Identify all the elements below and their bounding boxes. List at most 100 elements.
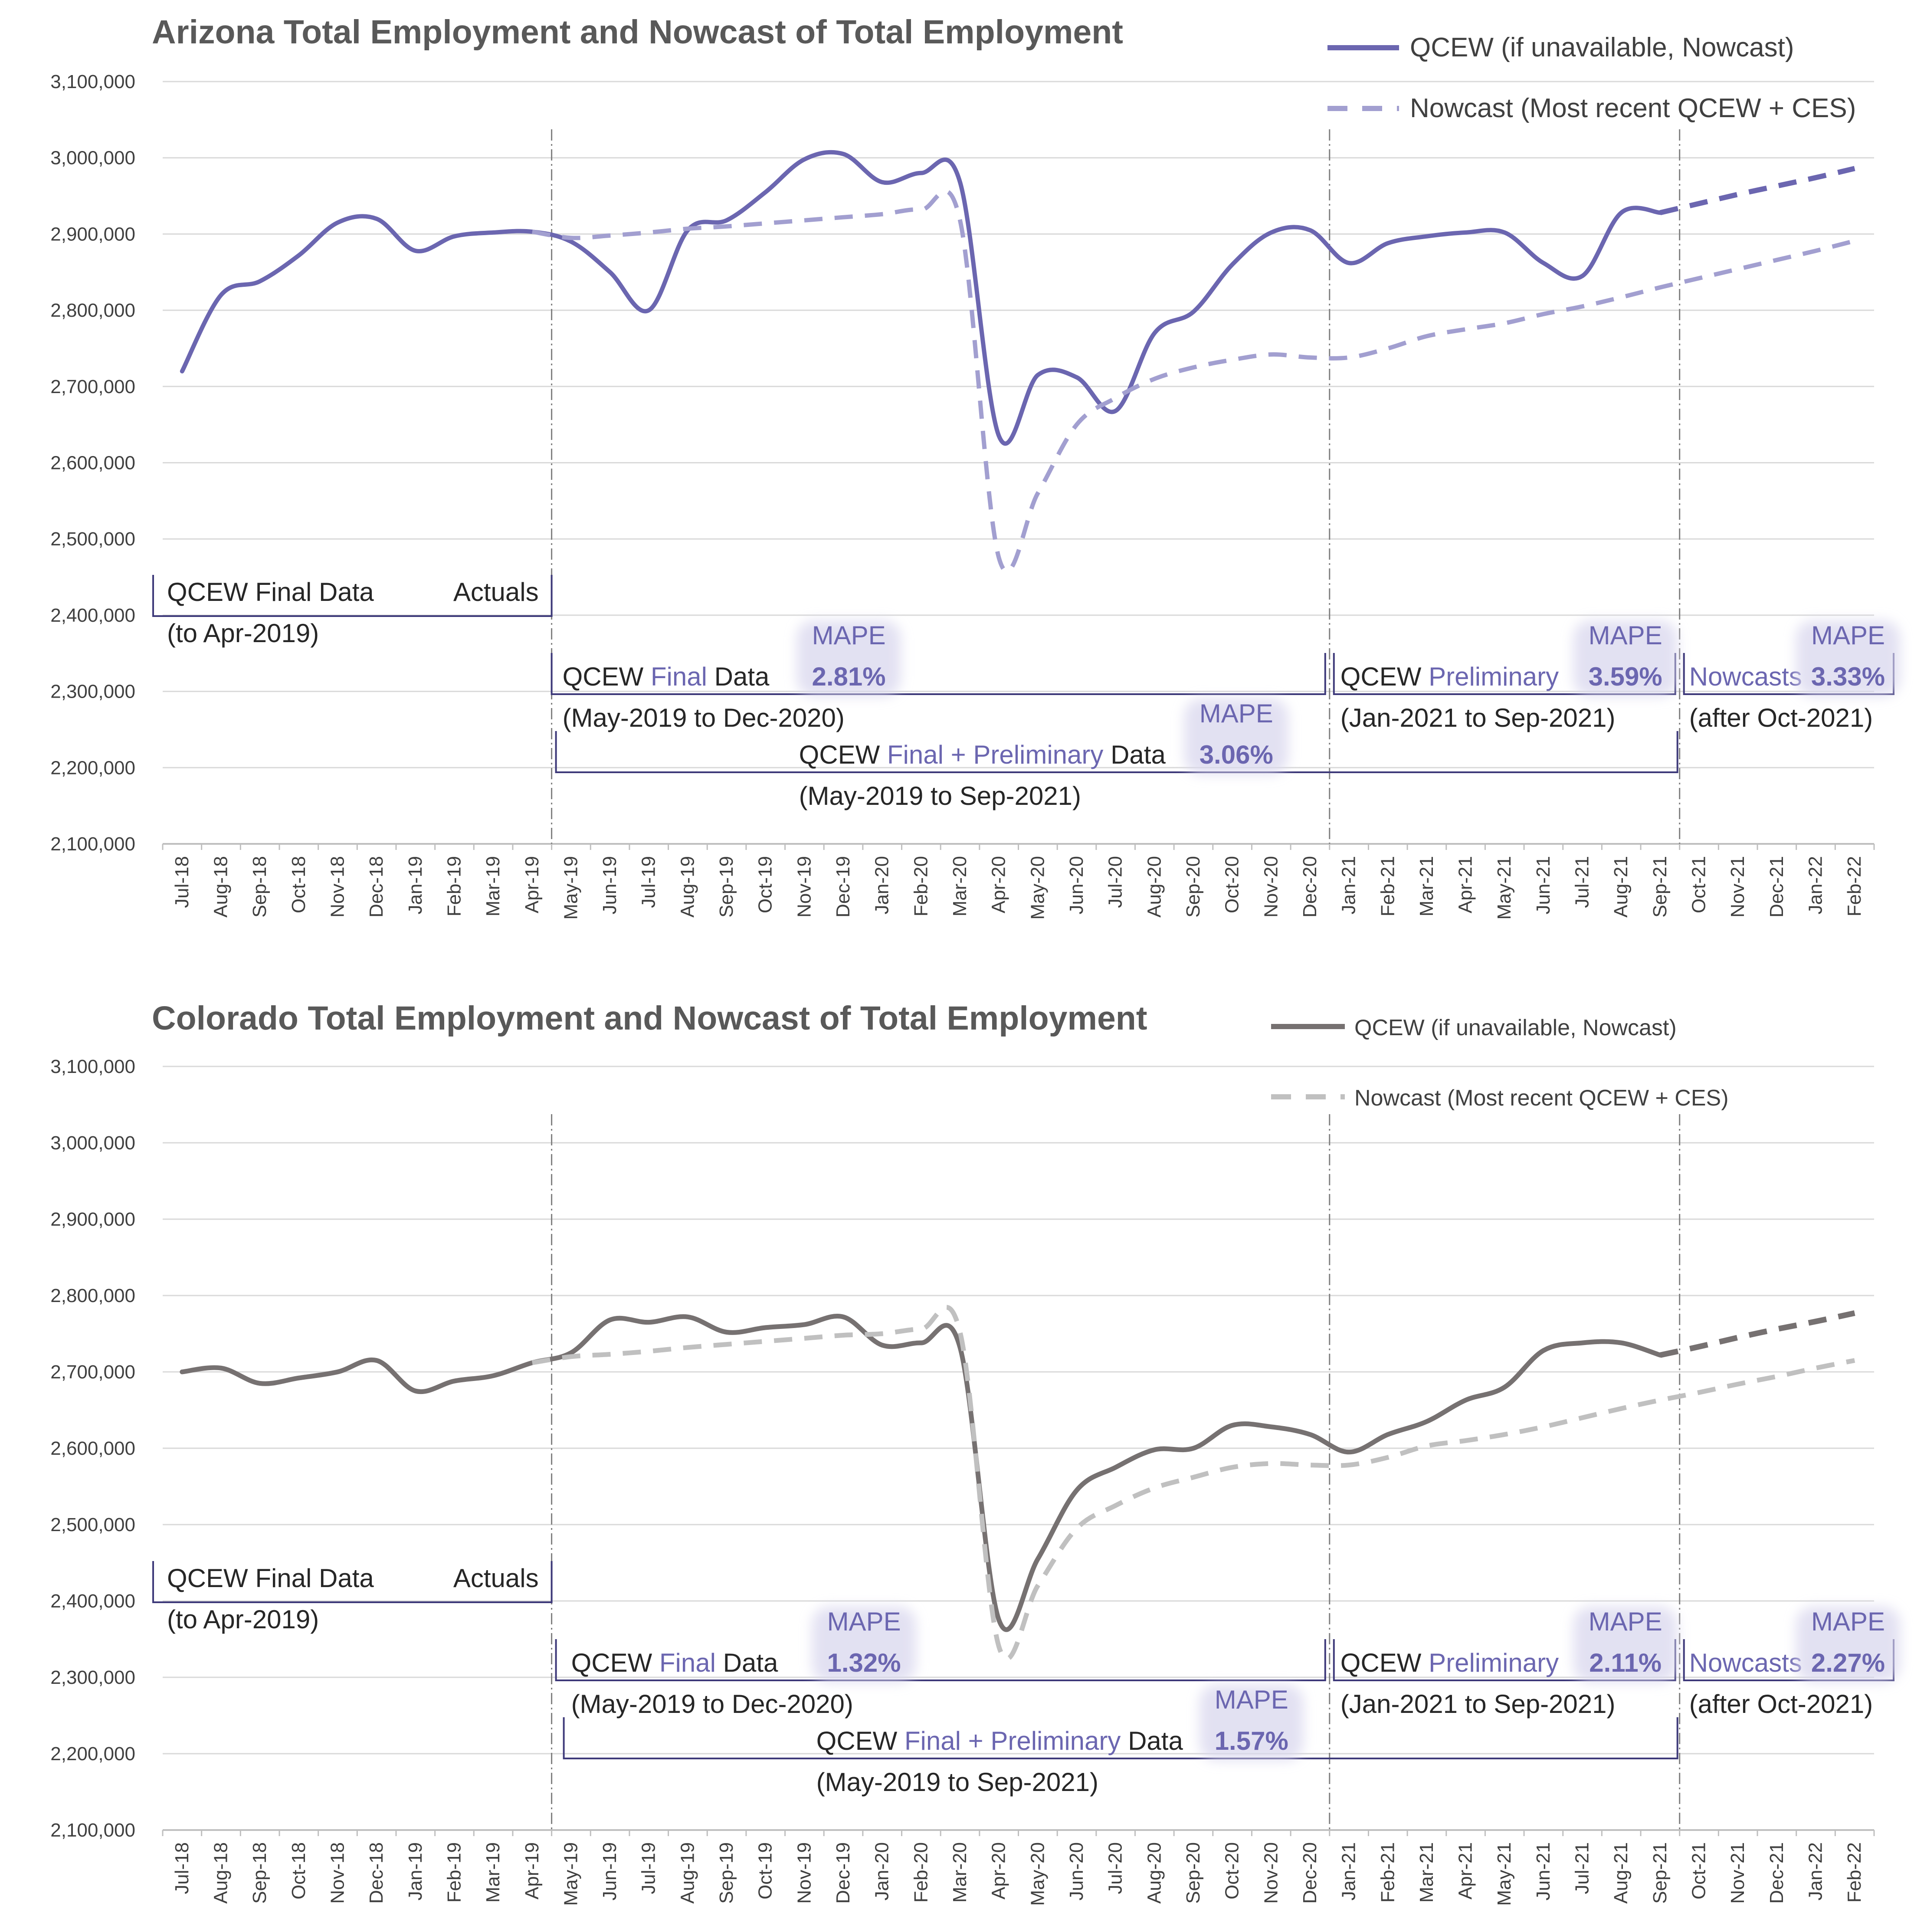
x-tick-label: Oct-20	[1222, 1842, 1243, 1899]
x-tick-label: May-19	[560, 856, 581, 920]
x-tick-label: Apr-19	[521, 856, 543, 913]
prelim-mape-label: MAPE	[1589, 621, 1662, 650]
arizona-chart: 2,100,000 2,200,000 2,300,000 2,400,000 2,50…	[50, 13, 1900, 920]
x-tick-label: Mar-19	[482, 1842, 504, 1902]
x-tick-label: Mar-20	[949, 856, 970, 916]
x-tick-label: Oct-19	[755, 856, 776, 913]
nowcast-label: Nowcasts	[1689, 1648, 1802, 1677]
x-tick-label: Aug-18	[210, 856, 231, 918]
combined-bracket	[563, 1717, 1678, 1759]
x-tick-label: Oct-20	[1222, 856, 1243, 913]
x-tick-label: Jun-19	[599, 856, 620, 915]
x-tick-label: Sep-21	[1649, 856, 1671, 918]
x-tick-label: Mar-20	[949, 1842, 970, 1902]
y-tick-label: 2,200,000	[50, 1743, 135, 1765]
y-tick-label: 2,400,000	[50, 1591, 135, 1612]
x-tick-label: Sep-19	[716, 1842, 737, 1904]
x-tick-label: Jun-20	[1066, 856, 1087, 915]
final-mape-label: MAPE	[812, 621, 886, 650]
y-tick-label: 2,700,000	[50, 1361, 135, 1383]
prelim-label: QCEW Preliminary	[1340, 662, 1559, 691]
combined-mape-highlight	[1184, 699, 1288, 774]
final-range: (May-2019 to Dec-2020)	[563, 703, 845, 732]
x-tick-label: Oct-19	[755, 1842, 776, 1899]
x-tick-label: Mar-21	[1416, 856, 1437, 916]
legend-label-nowcast: Nowcast (Most recent QCEW + CES)	[1410, 93, 1856, 123]
x-tick-label: Jan-21	[1338, 1842, 1360, 1901]
final-label: QCEW Final Data	[571, 1648, 778, 1677]
actuals-tag: Actuals	[453, 577, 539, 607]
chart-title: Arizona Total Employment and Nowcast of …	[152, 13, 1123, 51]
combined-mape-label: MAPE	[1200, 699, 1273, 728]
nowcast-range: (after Oct-2021)	[1689, 703, 1873, 732]
final-label-part: Final	[659, 1648, 716, 1677]
x-tick-label: Aug-19	[677, 856, 698, 918]
x-tick-label: Jun-19	[599, 1842, 620, 1901]
combined-range: (May-2019 to Sep-2021)	[816, 1768, 1098, 1797]
x-tick-label: Sep-20	[1183, 856, 1204, 918]
x-tick-label: Jan-20	[872, 1842, 893, 1901]
x-tick-label: Mar-21	[1416, 1842, 1437, 1902]
final-mape-value: 2.81%	[812, 662, 886, 691]
x-tick-label: Feb-21	[1377, 1842, 1398, 1902]
x-tick-label: Apr-19	[521, 1842, 543, 1899]
x-tick-label: Dec-20	[1299, 856, 1321, 918]
combined-mape-value: 3.06%	[1200, 740, 1273, 769]
nowcast-line	[531, 1305, 1855, 1661]
final-label-part: QCEW	[563, 662, 651, 691]
nowcast-label: Nowcasts	[1689, 662, 1802, 691]
nowcast-line	[531, 189, 1855, 574]
y-tick-label: 3,000,000	[50, 1132, 135, 1154]
nowcast-mape-label: MAPE	[1811, 1607, 1885, 1636]
prelim-mape-label: MAPE	[1589, 1607, 1662, 1636]
combined-label-part: Final + Preliminary	[887, 740, 1103, 769]
nowcast-mape-value: 3.33%	[1811, 662, 1885, 691]
x-tick-label: Nov-18	[327, 856, 348, 918]
x-tick-label: Jan-22	[1805, 1842, 1826, 1901]
combined-mape-value: 1.57%	[1215, 1726, 1288, 1755]
x-tick-label: Apr-20	[988, 1842, 1009, 1899]
y-tick-label: 2,900,000	[50, 1209, 135, 1230]
x-tick-label: Jun-21	[1533, 1842, 1554, 1901]
x-tick-label: Jul-20	[1105, 1842, 1126, 1894]
x-tick-label: Feb-20	[910, 1842, 931, 1902]
x-tick-label: Jan-19	[405, 856, 426, 915]
x-tick-label: Jul-18	[171, 856, 193, 908]
final-mape-highlight	[796, 620, 901, 696]
y-tick-label: 2,200,000	[50, 757, 135, 778]
combined-label: QCEW Final + Preliminary Data	[799, 740, 1166, 769]
y-tick-label: 2,800,000	[50, 300, 135, 321]
legend-label-nowcast: Nowcast (Most recent QCEW + CES)	[1354, 1086, 1729, 1111]
y-tick-label: 2,800,000	[50, 1285, 135, 1306]
x-tick-label: Nov-19	[793, 856, 815, 918]
x-tick-label: Feb-21	[1377, 856, 1398, 916]
x-tick-label: Jun-21	[1533, 856, 1554, 915]
x-tick-label: May-19	[560, 1842, 581, 1906]
x-tick-label: Jul-21	[1572, 856, 1593, 908]
qcew-nowcast-extension-line	[1659, 166, 1855, 216]
combined-label-part: QCEW	[799, 740, 887, 769]
actuals-label: QCEW Final Data	[167, 577, 374, 607]
y-tick-label: 3,000,000	[50, 148, 135, 169]
prelim-label-part: Preliminary	[1429, 1648, 1559, 1677]
y-tick-label: 2,700,000	[50, 376, 135, 397]
x-tick-label: Oct-18	[288, 856, 309, 913]
x-tick-label: Feb-22	[1844, 856, 1865, 916]
combined-label-part: QCEW	[816, 1726, 905, 1755]
x-tick-label: Feb-22	[1844, 1842, 1865, 1902]
chart-title: Colorado Total Employment and Nowcast of…	[152, 1000, 1147, 1037]
final-label: QCEW Final Data	[563, 662, 770, 691]
final-bracket	[551, 653, 1326, 695]
y-tick-label: 2,500,000	[50, 1514, 135, 1535]
final-mape-label: MAPE	[827, 1607, 901, 1636]
actuals-bracket	[152, 1561, 553, 1603]
qcew-line	[180, 150, 1662, 446]
x-tick-label: Aug-19	[677, 1842, 698, 1904]
x-tick-label: Sep-18	[249, 1842, 270, 1904]
x-tick-label: Apr-21	[1455, 1842, 1476, 1899]
y-tick-label: 2,300,000	[50, 1667, 135, 1688]
x-tick-label: May-21	[1494, 856, 1515, 920]
x-tick-label: Nov-19	[793, 1842, 815, 1904]
x-tick-label: May-21	[1494, 1842, 1515, 1906]
prelim-mape-highlight	[1573, 620, 1678, 696]
